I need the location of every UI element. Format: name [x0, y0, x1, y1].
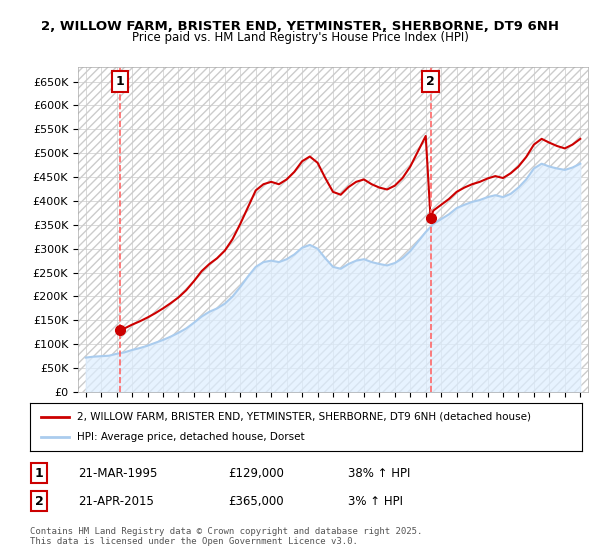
Text: 1: 1 [116, 75, 125, 88]
Text: 2: 2 [35, 494, 43, 508]
Text: 21-MAR-1995: 21-MAR-1995 [78, 466, 157, 480]
Bar [78, 67, 588, 392]
Text: 38% ↑ HPI: 38% ↑ HPI [348, 466, 410, 480]
Text: Price paid vs. HM Land Registry's House Price Index (HPI): Price paid vs. HM Land Registry's House … [131, 31, 469, 44]
Text: 2, WILLOW FARM, BRISTER END, YETMINSTER, SHERBORNE, DT9 6NH (detached house): 2, WILLOW FARM, BRISTER END, YETMINSTER,… [77, 412, 531, 422]
Text: 2: 2 [426, 75, 435, 88]
Text: Contains HM Land Registry data © Crown copyright and database right 2025.
This d: Contains HM Land Registry data © Crown c… [30, 526, 422, 546]
Text: 21-APR-2015: 21-APR-2015 [78, 494, 154, 508]
Text: 2, WILLOW FARM, BRISTER END, YETMINSTER, SHERBORNE, DT9 6NH: 2, WILLOW FARM, BRISTER END, YETMINSTER,… [41, 20, 559, 32]
Text: 1: 1 [35, 466, 43, 480]
Text: 3% ↑ HPI: 3% ↑ HPI [348, 494, 403, 508]
Text: £365,000: £365,000 [228, 494, 284, 508]
Text: HPI: Average price, detached house, Dorset: HPI: Average price, detached house, Dors… [77, 432, 305, 442]
Text: £129,000: £129,000 [228, 466, 284, 480]
